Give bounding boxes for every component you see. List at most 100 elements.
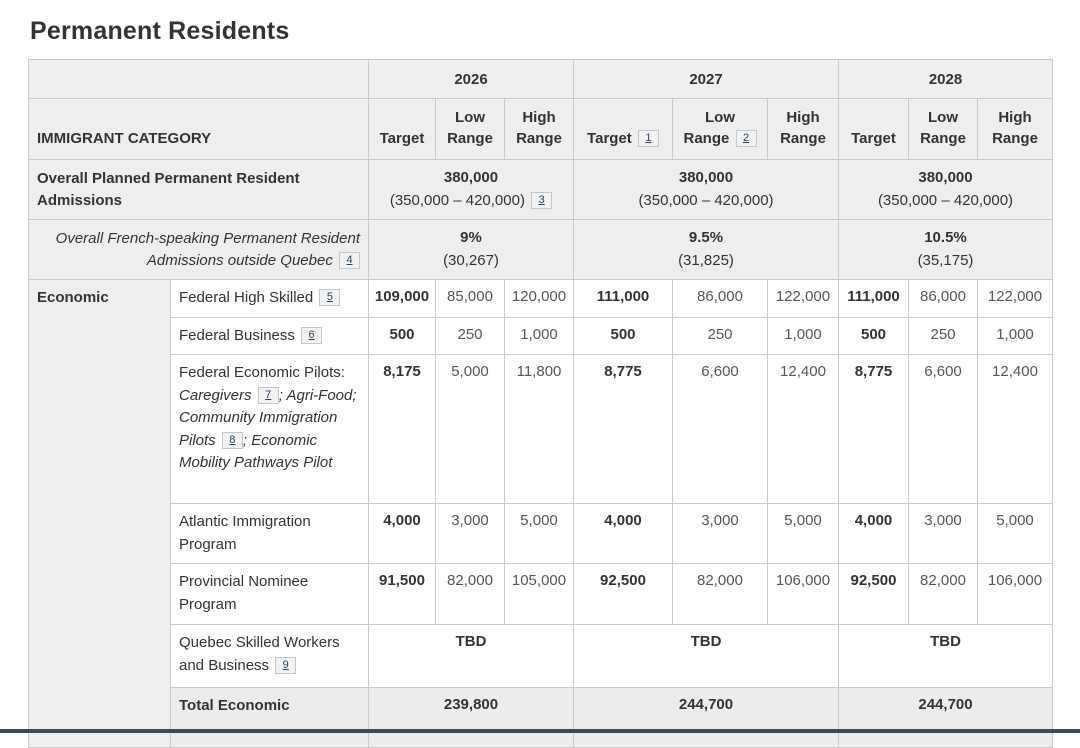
cell-atlantic-immigration-program-2028-high-range: 5,000 [977,503,1053,564]
col-header-2027-target: Target 1 [573,98,673,160]
col-header-2026-low-range: Low Range [435,98,505,160]
cell-total-economic-2027: 244,700 [573,687,839,748]
cell-federal-business-2026-high-range: 1,000 [504,316,574,355]
cell-federal-high-skilled-2027-high-range: 122,000 [767,279,839,318]
year-header-2026: 2026 [368,59,574,99]
label-federal-high-skilled: Federal High Skilled 5 [170,279,369,318]
footnote-link-7[interactable]: 7 [257,386,279,404]
cell-atlantic-immigration-program-2028-low-range: 3,000 [908,503,978,564]
col-header-2027-low-range: Low Range 2 [672,98,768,160]
cell-quebec-skilled-workers-2026: TBD [368,624,574,688]
cell-federal-high-skilled-2027-target: 111,000 [573,279,673,318]
cell-provincial-nominee-program-2027-target: 92,500 [573,563,673,625]
cell-federal-business-2028-target: 500 [838,316,909,355]
corner-header-cell [28,59,369,99]
cell-federal-business-2026-low-range: 250 [435,316,505,355]
cell-atlantic-immigration-program-2027-high-range: 5,000 [767,503,839,564]
cell-federal-economic-pilots-2027-low-range: 6,600 [672,354,768,504]
label-french-speaking: Overall French-speaking Permanent Reside… [28,219,369,280]
cell-atlantic-immigration-program-2026-low-range: 3,000 [435,503,505,564]
row-quebec-skilled-workers: Quebec Skilled Workers and Business 9 TBD… [29,624,1053,688]
cell-total-economic-2026: 239,800 [368,687,574,748]
cell-provincial-nominee-program-2028-target: 92,500 [838,563,909,625]
row-federal-high-skilled: Economic Federal High Skilled 5 109,000 85,… [28,279,1053,748]
footnote-link-6[interactable]: 6 [301,326,323,344]
row-federal-business: Federal Business 6 500 250 1,000 500 250 1,000… [29,316,1053,355]
cell-atlantic-immigration-program-2027-low-range: 3,000 [672,503,768,564]
year-header-2027: 2027 [573,59,839,99]
immigration-levels-table: 2026 2027 2028 IMMIGRANT CATEGORY Target Low R… [28,59,1053,748]
cell-federal-business-2027-high-range: 1,000 [767,316,839,355]
col-header-2027-high-range: High Range [767,98,839,160]
label-provincial-nominee-program: Provincial Nominee Program [170,563,369,625]
label-federal-business: Federal Business 6 [170,316,369,355]
cell-federal-economic-pilots-2027-target: 8,775 [573,354,673,504]
cell-federal-economic-pilots-2028-low-range: 6,600 [908,354,978,504]
cell-atlantic-immigration-program-2026-target: 4,000 [368,503,436,564]
row-total-economic: Total Economic 239,800 244,700 244,700 [29,687,1053,748]
row-atlantic-immigration-program: Atlantic Immigration Program 4,000 3,000 5,… [29,503,1053,564]
footnote-link-8[interactable]: 8 [221,431,243,449]
label-federal-economic-pilots: Federal Economic Pilots: Caregivers 7; A… [170,354,369,504]
year-header-2028: 2028 [838,59,1053,99]
cell-atlantic-immigration-program-2028-target: 4,000 [838,503,909,564]
immigrant-category-header: IMMIGRANT CATEGORY [28,98,369,160]
cell-federal-business-2028-low-range: 250 [908,316,978,355]
col-header-2028-low-range: Low Range [908,98,978,160]
cell-federal-economic-pilots-2028-target: 8,775 [838,354,909,504]
year-header-row: 2026 2027 2028 [28,59,1053,99]
table-body: Overall Planned Permanent Resident Admis… [28,159,1053,748]
cell-federal-high-skilled-2027-low-range: 86,000 [672,279,768,318]
cell-federal-economic-pilots-2027-high-range: 12,400 [767,354,839,504]
cell-federal-business-2026-target: 500 [368,316,436,355]
col-header-2026-target: Target [368,98,436,160]
cell-provincial-nominee-program-2027-high-range: 106,000 [767,563,839,625]
cell-provincial-nominee-program-2026-low-range: 82,000 [435,563,505,625]
cell-federal-economic-pilots-2026-high-range: 11,800 [504,354,574,504]
cell-overall-admissions-2028: 380,000 (350,000 – 420,000) [838,159,1053,220]
cell-atlantic-immigration-program-2027-target: 4,000 [573,503,673,564]
cell-overall-admissions-2027: 380,000 (350,000 – 420,000) [573,159,839,220]
cell-provincial-nominee-program-2027-low-range: 82,000 [672,563,768,625]
label-total-economic: Total Economic [170,687,369,748]
cell-federal-high-skilled-2026-low-range: 85,000 [435,279,505,318]
cell-provincial-nominee-program-2026-target: 91,500 [368,563,436,625]
footnote-link-9[interactable]: 9 [275,656,297,674]
cell-provincial-nominee-program-2026-high-range: 105,000 [504,563,574,625]
cell-federal-high-skilled-2026-high-range: 120,000 [504,279,574,318]
group-label-economic: Economic [28,279,171,748]
footnote-link-2[interactable]: 2 [735,130,757,147]
col-header-2028-target: Target [838,98,909,160]
cell-total-economic-2028: 244,700 [838,687,1053,748]
cell-atlantic-immigration-program-2026-high-range: 5,000 [504,503,574,564]
row-federal-economic-pilots: Federal Economic Pilots: Caregivers 7; A… [29,354,1053,504]
footnote-link-1[interactable]: 1 [637,130,659,147]
row-provincial-nominee-program: Provincial Nominee Program 91,500 82,000 10… [29,563,1053,625]
footnote-link-3[interactable]: 3 [531,191,553,209]
label-quebec-skilled-workers: Quebec Skilled Workers and Business 9 [170,624,369,688]
cell-federal-business-2027-target: 500 [573,316,673,355]
window-bottom-edge [0,729,1080,733]
cell-french-speaking-2027: 9.5% (31,825) [573,219,839,280]
col-header-2026-high-range: High Range [504,98,574,160]
cell-federal-high-skilled-2028-high-range: 122,000 [977,279,1053,318]
cell-federal-high-skilled-2028-target: 111,000 [838,279,909,318]
cell-federal-business-2028-high-range: 1,000 [977,316,1053,355]
cell-provincial-nominee-program-2028-low-range: 82,000 [908,563,978,625]
cell-federal-business-2027-low-range: 250 [672,316,768,355]
cell-quebec-skilled-workers-2028: TBD [838,624,1053,688]
footnote-link-5[interactable]: 5 [319,289,341,306]
col-header-2028-high-range: High Range [977,98,1053,160]
footnote-link-4[interactable]: 4 [339,251,360,269]
page-title: Permanent Residents [30,17,290,45]
label-overall-admissions: Overall Planned Permanent Resident Admis… [28,159,369,220]
cell-provincial-nominee-program-2028-high-range: 106,000 [977,563,1053,625]
cell-french-speaking-2028: 10.5% (35,175) [838,219,1053,280]
row-french-speaking: Overall French-speaking Permanent Reside… [28,219,1053,280]
cell-federal-high-skilled-2026-target: 109,000 [368,279,436,318]
cell-overall-admissions-2026: 380,000 (350,000 – 420,000) 3 [368,159,574,220]
column-header-row: IMMIGRANT CATEGORY Target Low Range High Rang… [28,98,1053,160]
table-head: 2026 2027 2028 IMMIGRANT CATEGORY Target Low R… [28,59,1053,160]
label-atlantic-immigration-program: Atlantic Immigration Program [170,503,369,564]
cell-federal-economic-pilots-2026-target: 8,175 [368,354,436,504]
